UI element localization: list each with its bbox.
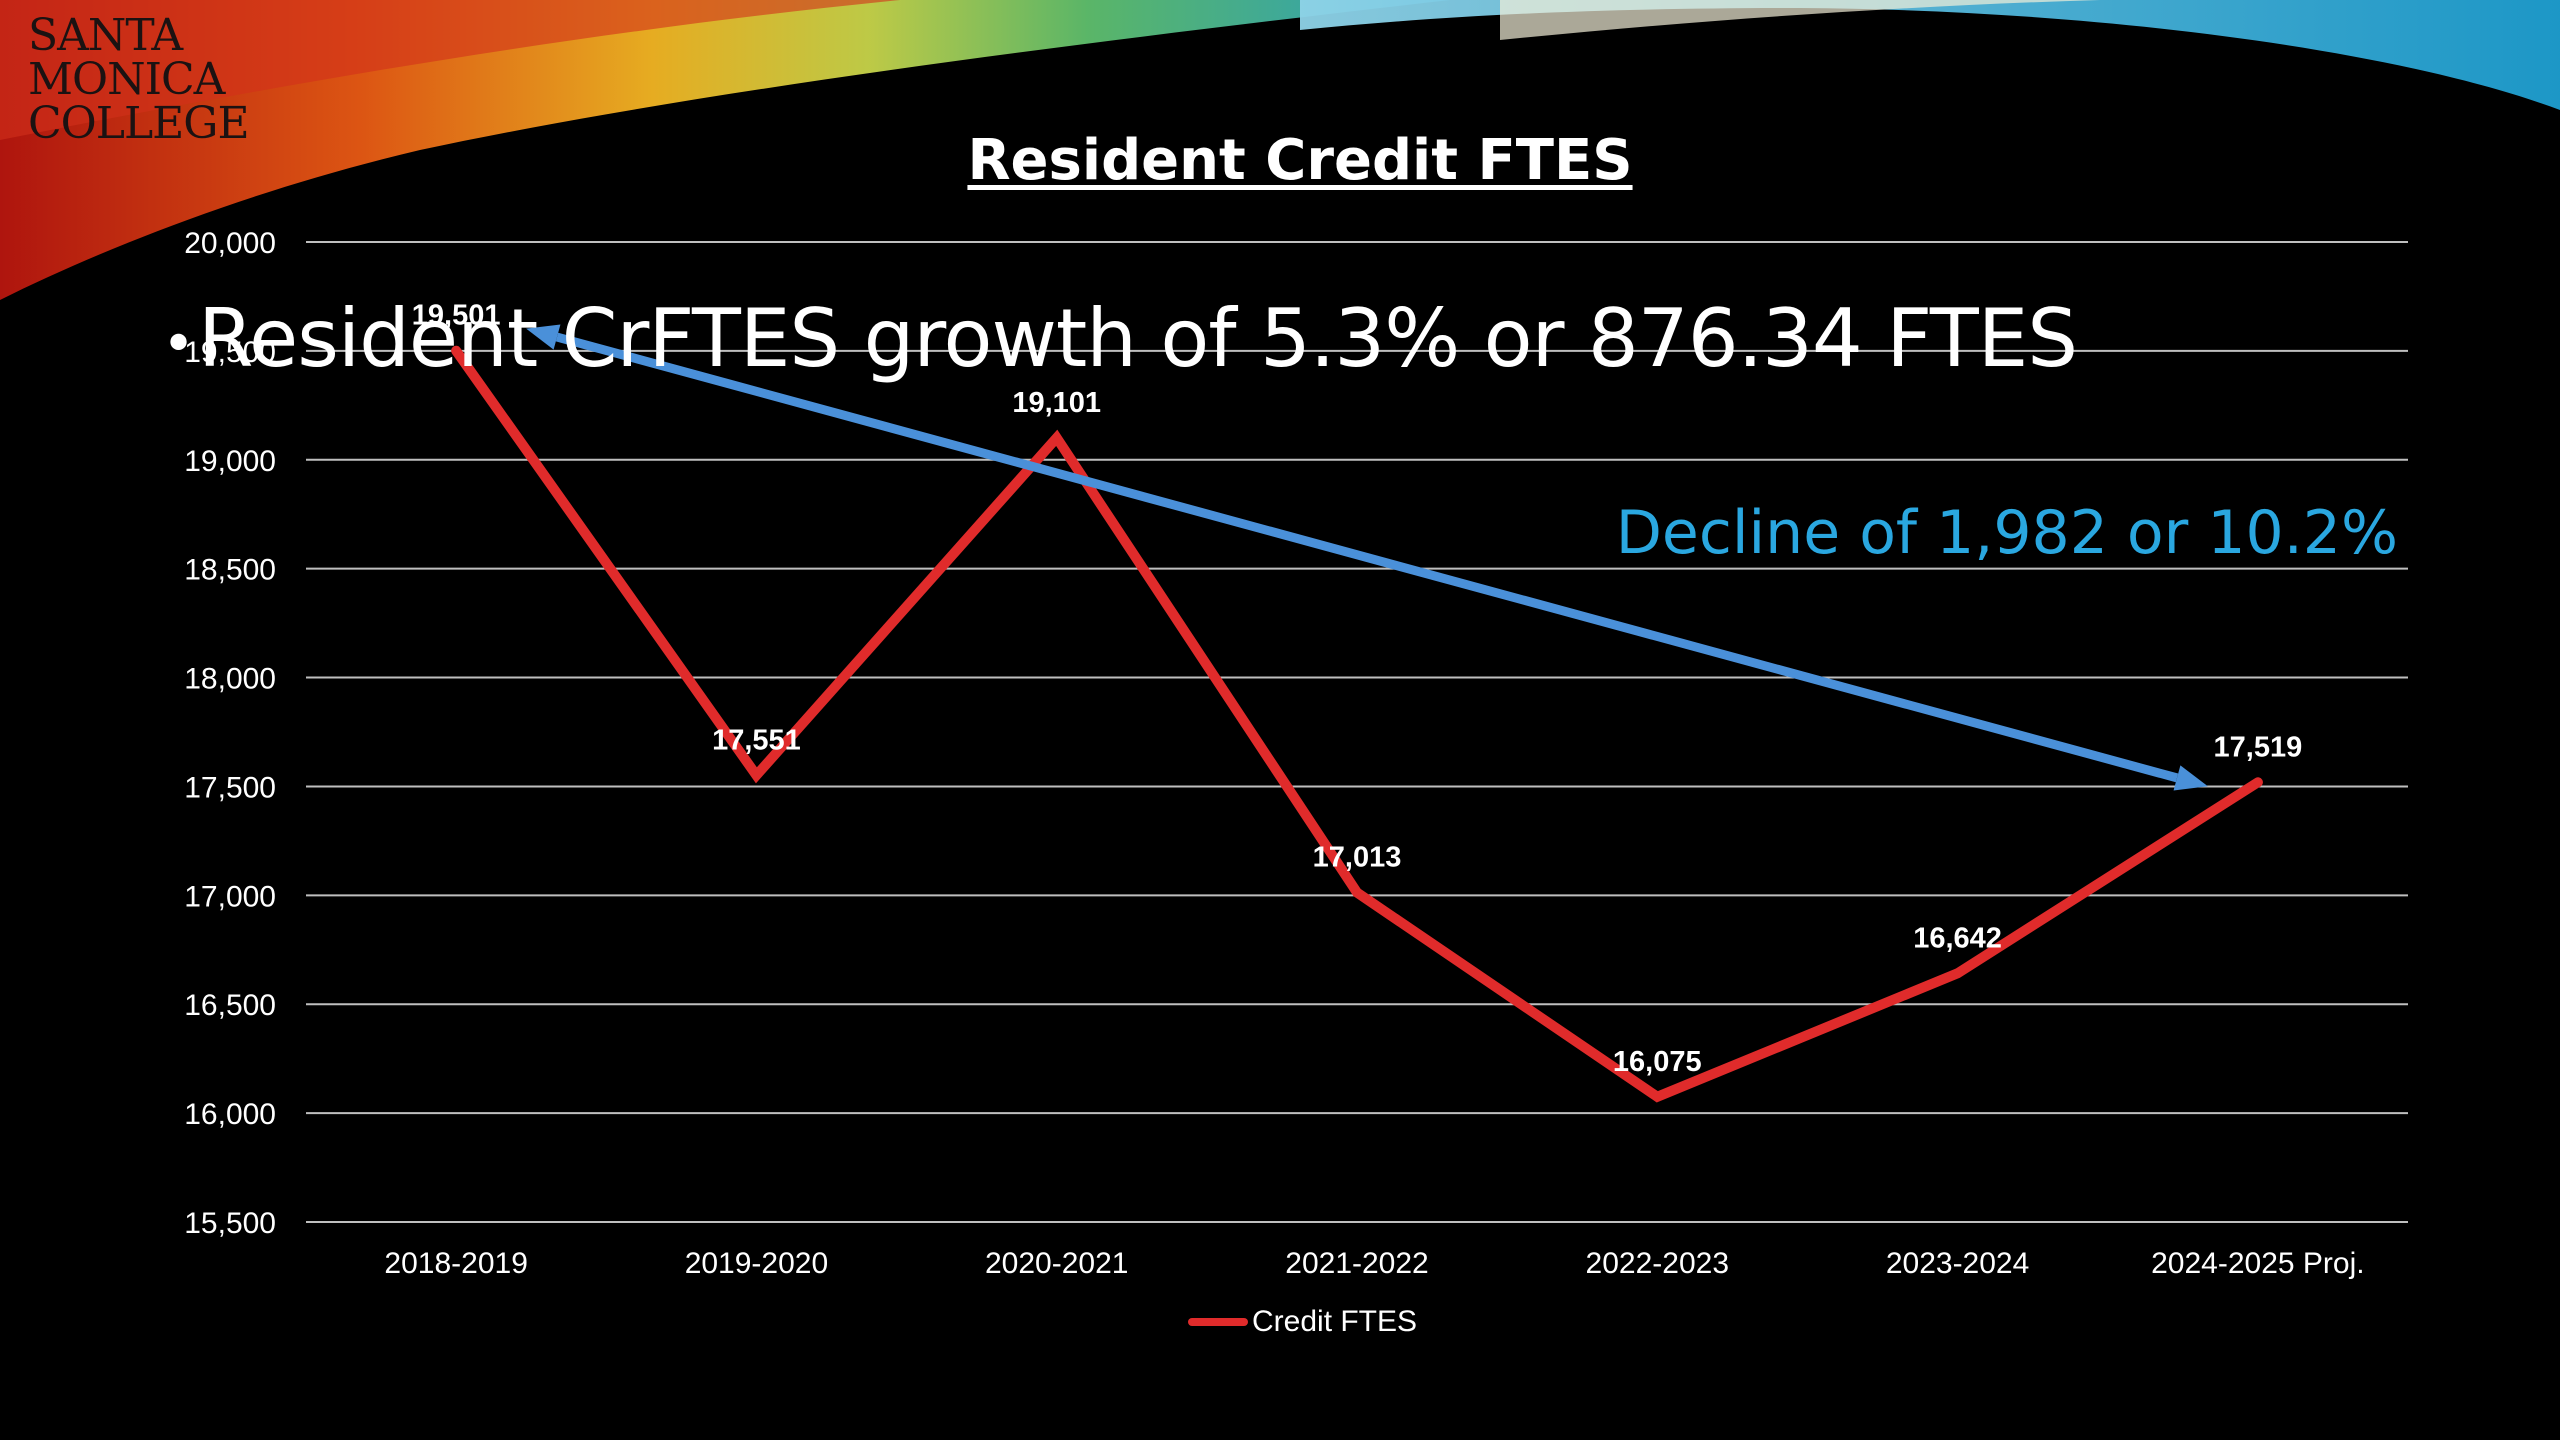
- y-tick-label: 16,000: [184, 1098, 276, 1131]
- bullet-text-content: Resident CrFTES growth of 5.3% or 876.34…: [198, 292, 2078, 385]
- data-label: 19,101: [1012, 387, 1101, 419]
- y-tick-label: 20,000: [184, 227, 276, 260]
- x-axis-ticks: 2018-2019 2019-2020 2020-2021 2021-2022 2022…: [384, 1247, 2364, 1280]
- data-label: 19,501: [412, 300, 501, 332]
- y-tick-label: 15,500: [184, 1207, 276, 1240]
- series-line-credit-ftes: [451, 345, 2263, 1103]
- logo-line-2: MONICA: [28, 54, 225, 105]
- x-tick-label: 2023-2024: [1886, 1247, 2029, 1280]
- x-tick-label: 2020-2021: [985, 1247, 1128, 1280]
- y-tick-label: 17,500: [184, 771, 276, 804]
- trend-arrow-shaft: [555, 332, 2179, 783]
- chart-title: Resident Credit FTES: [967, 128, 1633, 193]
- bullet-text: •Resident CrFTES growth of 5.3% or 876.3…: [162, 292, 2078, 385]
- data-label: 17,519: [2214, 731, 2303, 763]
- y-axis-ticks: 15,500 16,000 16,500 17,000 17,500 18,000 18,5…: [184, 227, 276, 1240]
- trend-arrow: [526, 324, 2208, 791]
- decline-annotation: Decline of 1,982 or 10.2%: [1615, 498, 2398, 568]
- legend-label-credit-ftes: Credit FTES: [1252, 1305, 1418, 1338]
- logo-line-3: COLLEGE: [28, 98, 250, 149]
- data-label: 16,642: [1913, 922, 2002, 954]
- y-tick-label: 17,000: [184, 880, 276, 913]
- y-tick-label: 18,500: [184, 554, 276, 587]
- santa-monica-college-logo: SANTA MONICA COLLEGE: [28, 10, 250, 179]
- gridlines: [306, 241, 2408, 1223]
- data-label: 17,551: [712, 724, 801, 756]
- x-tick-label: 2018-2019: [384, 1247, 527, 1280]
- x-tick-label: 2021-2022: [1285, 1247, 1428, 1280]
- y-tick-label: 19,000: [184, 445, 276, 478]
- legend: Credit FTES: [1188, 1305, 1417, 1339]
- x-tick-label: 2019-2020: [685, 1247, 828, 1280]
- y-tick-label: 19,500: [184, 336, 276, 369]
- data-label: 17,013: [1313, 842, 1402, 874]
- legend-swatch-credit-ftes: [1188, 1318, 1248, 1326]
- x-tick-label: 2024-2025 Proj.: [2151, 1247, 2365, 1280]
- x-tick-label: 2022-2023: [1586, 1247, 1729, 1280]
- logo-line-1: SANTA: [28, 10, 183, 61]
- y-tick-label: 16,500: [184, 989, 276, 1022]
- trend-arrow-head-start: [526, 324, 561, 350]
- data-labels: 19,501 17,551 19,101 17,013 16,075 16,642 17,5…: [412, 300, 2302, 1078]
- trend-arrow-head-end: [2173, 765, 2208, 791]
- y-tick-label: 18,000: [184, 663, 276, 696]
- data-label: 16,075: [1613, 1046, 1702, 1078]
- bullet-dot: •: [162, 311, 195, 377]
